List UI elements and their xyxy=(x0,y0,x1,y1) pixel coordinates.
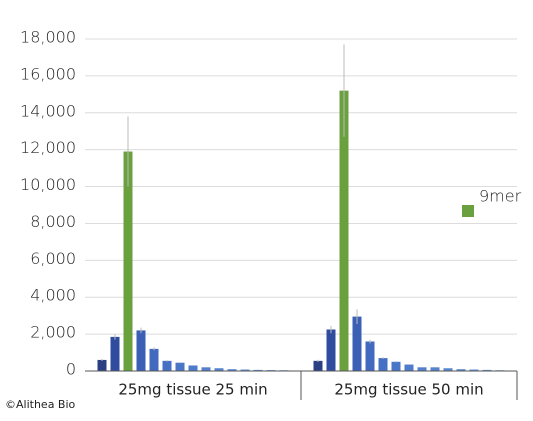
bar xyxy=(339,90,349,372)
bar xyxy=(430,367,440,371)
footer: ©Alithea Bio xyxy=(5,398,76,411)
bar xyxy=(136,330,146,371)
y-tick-label: 18,000 xyxy=(20,28,76,47)
y-tick-label: 10,000 xyxy=(20,175,76,194)
bar xyxy=(417,367,427,371)
bar xyxy=(162,360,172,371)
y-tick-label: 2,000 xyxy=(30,323,76,342)
y-tick-label: 4,000 xyxy=(30,286,76,305)
y-tick-label: 6,000 xyxy=(30,249,76,268)
bar xyxy=(378,358,388,371)
bar xyxy=(391,361,401,371)
bar xyxy=(404,364,414,371)
bar xyxy=(482,369,492,371)
bar xyxy=(227,369,237,371)
bar xyxy=(365,341,375,371)
bar xyxy=(456,369,466,371)
bar xyxy=(326,329,336,371)
bar xyxy=(123,151,133,371)
bar xyxy=(240,369,250,371)
bar xyxy=(149,348,159,371)
bar xyxy=(201,367,211,371)
y-tick-label: 12,000 xyxy=(20,138,76,157)
bar xyxy=(110,336,120,371)
y-tick-label: 16,000 xyxy=(20,64,76,83)
x-tick-label: 25mg tissue 25 min xyxy=(118,381,267,399)
bar xyxy=(253,369,263,371)
x-tick-label: 25mg tissue 50 min xyxy=(334,381,483,399)
bar xyxy=(443,368,453,371)
bar xyxy=(175,362,185,371)
bar xyxy=(352,316,362,371)
y-tick-label: 8,000 xyxy=(30,212,76,231)
bar xyxy=(313,360,323,371)
bar xyxy=(188,365,198,371)
bar xyxy=(214,368,224,371)
bar xyxy=(469,369,479,371)
bar xyxy=(97,359,107,371)
legend-swatch xyxy=(462,205,474,217)
y-tick-label: 0 xyxy=(66,360,76,379)
y-tick-label: 14,000 xyxy=(20,101,76,120)
legend-label: 9mer xyxy=(479,187,522,206)
